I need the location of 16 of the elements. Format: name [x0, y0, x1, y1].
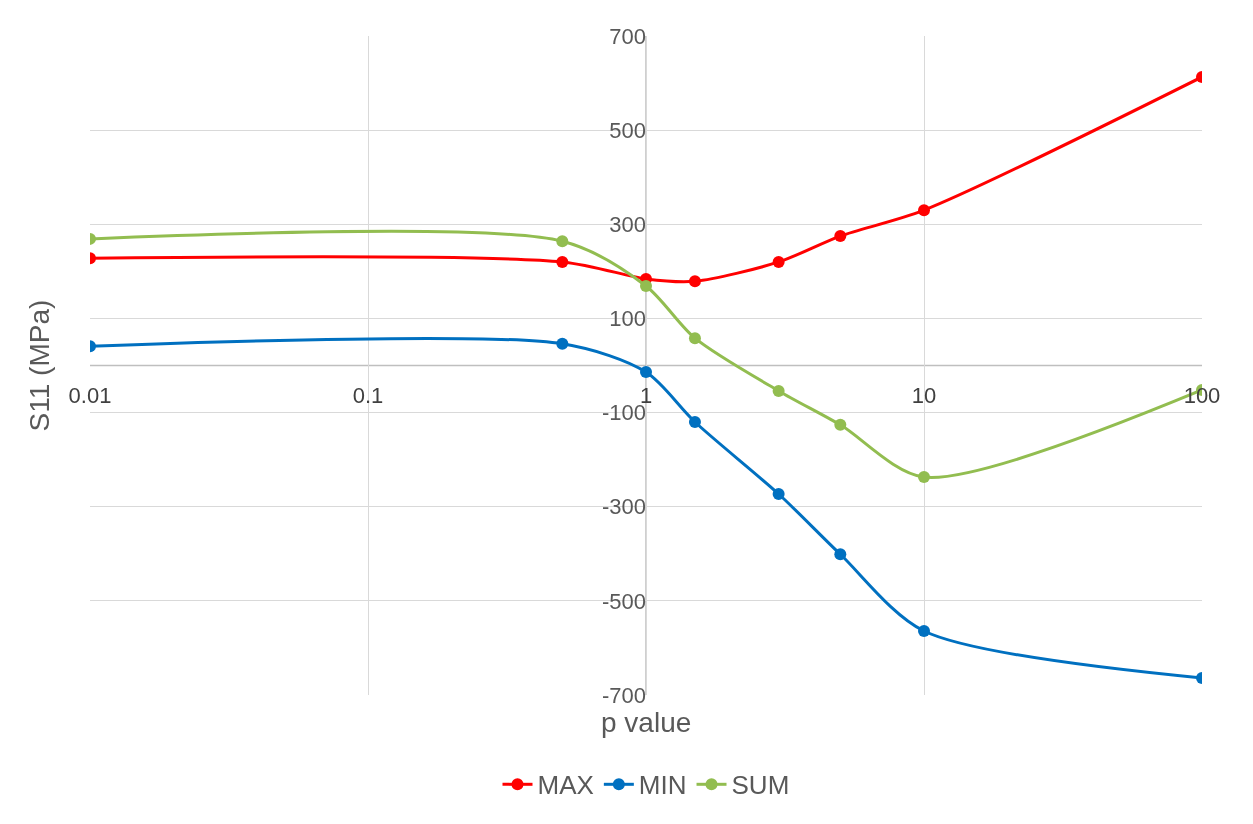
- y-tick-label: -500: [601, 588, 646, 614]
- x-tick-label: 0.01: [68, 382, 112, 408]
- x-tick-label: 10: [911, 382, 937, 408]
- y-tick-label: 700: [609, 23, 646, 49]
- y-tick-label: 100: [609, 306, 646, 332]
- legend-label: SUM: [731, 770, 790, 801]
- x-tick-label: 0.1: [352, 382, 384, 408]
- x-axis-title: p value: [601, 707, 692, 738]
- legend-label: MAX: [537, 770, 594, 801]
- y-tick-label: -300: [601, 494, 646, 520]
- x-tick-label: 100: [1183, 382, 1221, 408]
- y-tick-label: 500: [609, 117, 646, 143]
- y-tick-label: 300: [609, 211, 646, 237]
- y-tick-label: -700: [601, 682, 646, 708]
- y-axis-title: S11 (MPa): [24, 299, 56, 432]
- legend-label: MIN: [638, 770, 687, 801]
